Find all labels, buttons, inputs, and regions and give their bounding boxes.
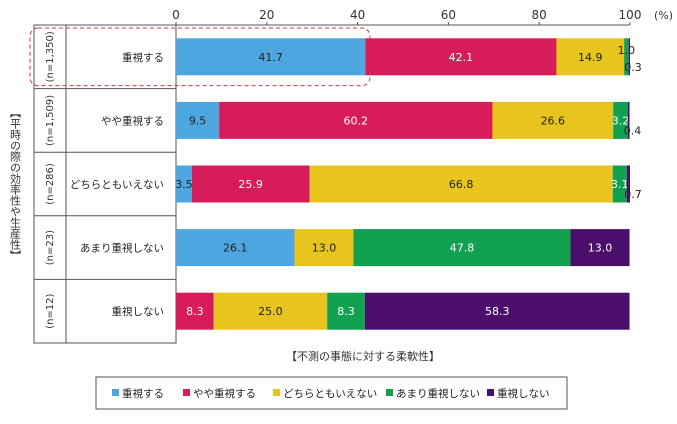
data-label: 42.1	[449, 51, 474, 64]
bar-segment	[627, 101, 630, 139]
y-axis-title: 【平時の際の効率性や生産性】	[9, 107, 22, 261]
bar-segment	[624, 38, 629, 76]
data-label: 25.0	[258, 305, 283, 318]
data-label: 13.0	[588, 242, 613, 255]
data-label: 3.5	[175, 178, 193, 191]
data-label: 3.1	[611, 178, 629, 191]
bar-segment	[176, 292, 214, 330]
data-label: 66.8	[449, 178, 474, 191]
bar-segment	[176, 229, 295, 267]
bar-segment	[353, 229, 571, 267]
bar-segment	[176, 165, 192, 203]
bar-segment	[492, 101, 614, 139]
legend-swatch	[273, 389, 280, 396]
x-tick-label: 40	[350, 8, 365, 22]
bar-segment	[213, 292, 328, 330]
data-label: 41.7	[258, 51, 283, 64]
bar-segment	[327, 292, 365, 330]
x-tick-label: 60	[441, 8, 456, 22]
bar-segment	[364, 292, 630, 330]
data-label: 0.4	[624, 124, 642, 137]
legend-label: やや重視する	[193, 387, 256, 400]
data-label: 8.3	[337, 305, 355, 318]
bar-segment	[219, 101, 493, 139]
category-label: 重視しない	[112, 305, 165, 318]
data-label: 13.0	[312, 242, 337, 255]
legend-swatch	[386, 389, 393, 396]
data-label: 58.3	[485, 305, 510, 318]
bar-segment	[309, 165, 613, 203]
data-label: 3.2	[612, 114, 630, 127]
data-label: 8.3	[186, 305, 204, 318]
data-label: 0.7	[624, 188, 642, 201]
bar-segment	[191, 165, 310, 203]
data-label: 0.3	[624, 61, 642, 74]
data-label: 26.6	[541, 114, 566, 127]
highlight-box	[29, 27, 371, 87]
sample-size-label: (n=286)	[45, 163, 56, 205]
data-label: 47.8	[450, 242, 475, 255]
data-label: 14.9	[578, 51, 603, 64]
category-label: どちらともいえない	[70, 179, 164, 191]
bar-segment	[176, 101, 220, 139]
bar-segment	[613, 101, 628, 139]
bar-segment	[294, 229, 354, 267]
data-label: 26.1	[223, 242, 248, 255]
legend-label: どちらともいえない	[283, 388, 377, 400]
sample-size-label: (n=23)	[45, 230, 56, 265]
data-label: 60.2	[344, 114, 369, 127]
legend-label: 重視する	[122, 387, 164, 400]
x-tick-label: 80	[532, 8, 547, 22]
data-label: 25.9	[238, 178, 263, 191]
legend-swatch	[487, 389, 494, 396]
legend-label: 重視しない	[497, 387, 550, 400]
legend-swatch	[183, 389, 190, 396]
x-tick-label: 0	[172, 8, 180, 22]
x-tick-label: 100	[619, 8, 642, 22]
data-label: 9.5	[189, 114, 207, 127]
category-label: 重視する	[122, 51, 164, 64]
bar-segment	[365, 38, 557, 76]
category-label: やや重視する	[101, 114, 164, 127]
bar-segment	[176, 38, 366, 76]
sample-size-label: (n=1,350)	[45, 31, 56, 82]
sample-size-label: (n=12)	[45, 293, 56, 328]
x-axis-title: 【不測の事態に対する柔軟性】	[286, 349, 440, 363]
sample-size-label: (n=1,509)	[45, 95, 56, 146]
bar-segment	[612, 165, 627, 203]
bar-segment	[628, 38, 630, 76]
bar-segment	[570, 229, 630, 267]
data-label: 1.0	[618, 44, 636, 57]
legend-swatch	[112, 389, 119, 396]
bar-segment	[556, 38, 625, 76]
legend-label: あまり重視しない	[396, 387, 480, 400]
category-label: あまり重視しない	[80, 242, 164, 255]
x-tick-label: 20	[259, 8, 274, 22]
x-axis-unit: (%)	[654, 9, 673, 22]
bar-segment	[626, 165, 630, 203]
